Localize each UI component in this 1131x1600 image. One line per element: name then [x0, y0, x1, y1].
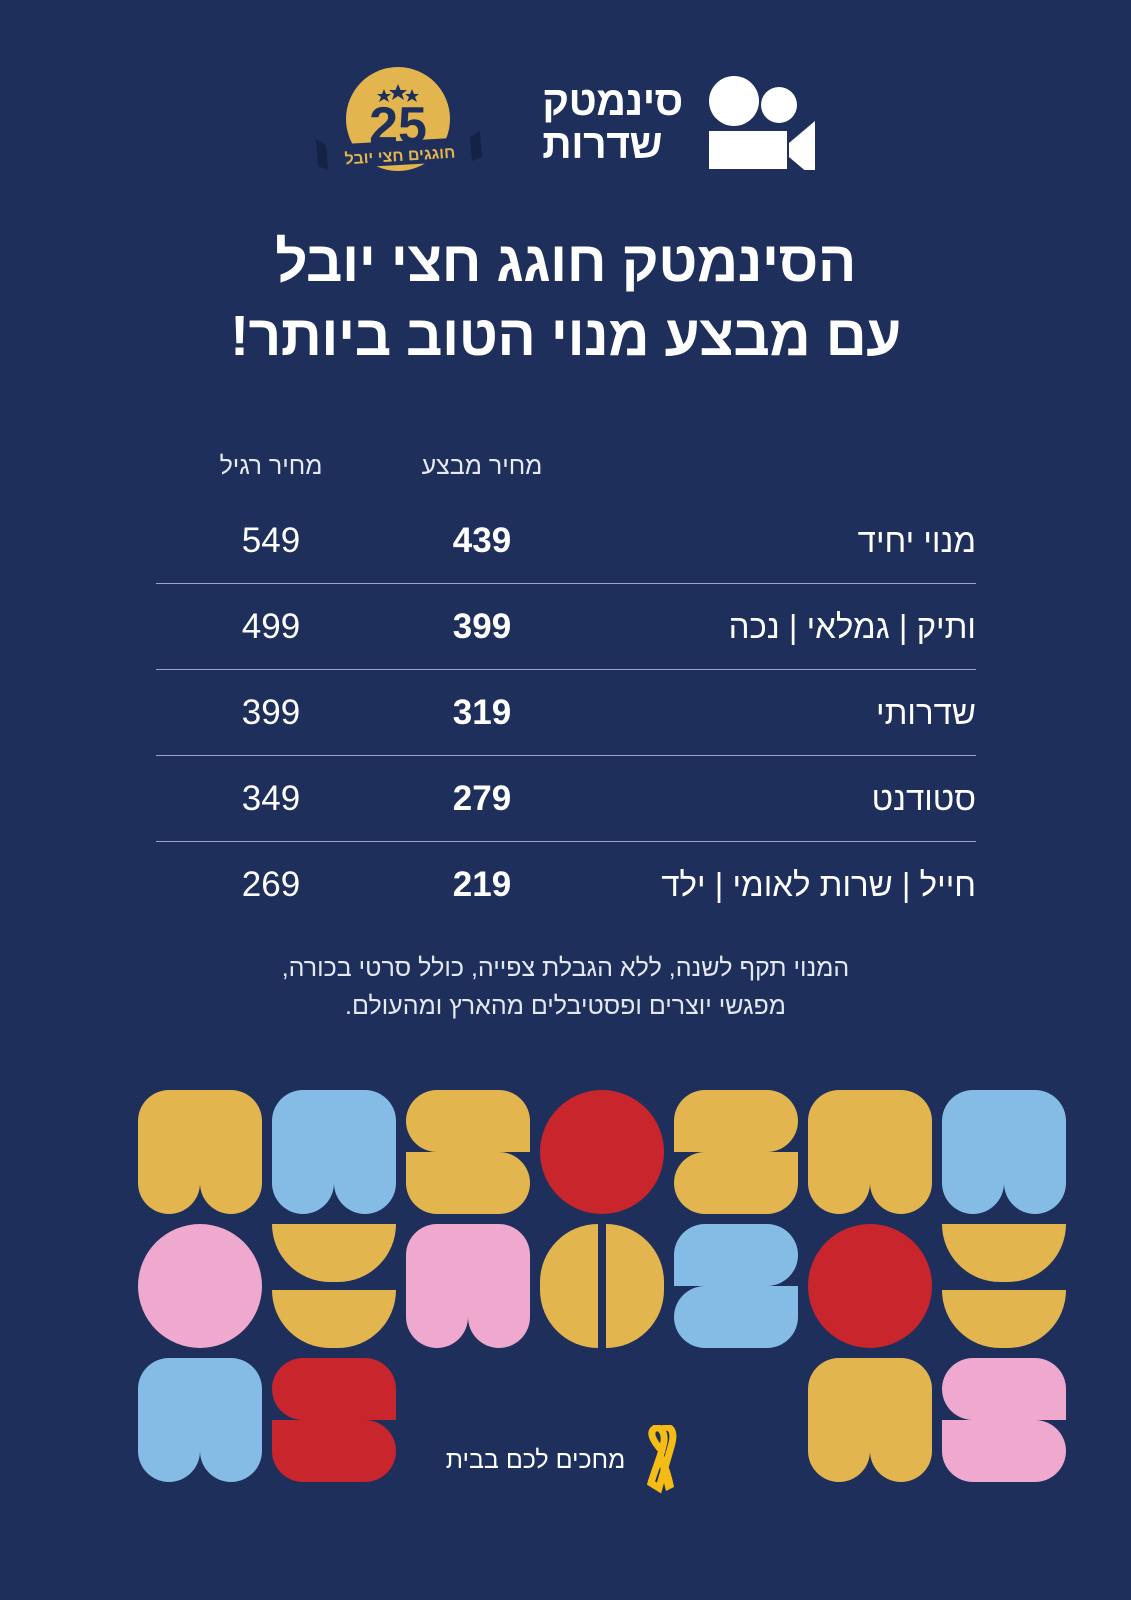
cell-sale-price: 319 — [452, 692, 512, 732]
anniversary-seal-25: 25 חוגגים חצי יובל — [312, 56, 484, 189]
pattern-shape-part — [942, 1420, 1066, 1482]
tagline: מחכים לכם בבית — [0, 1423, 1131, 1495]
cell-plan-name: מנוי יחיד — [857, 521, 976, 559]
logo-wordmark: סינמטק שדרות — [542, 77, 683, 167]
pattern-shape-part — [200, 1358, 262, 1482]
pattern-cell-tulip-up — [406, 1224, 530, 1348]
pattern-cell-tulip-up — [138, 1090, 262, 1214]
pattern-cell-tulip-up — [808, 1090, 932, 1214]
pattern-shape-part — [540, 1224, 598, 1348]
pattern-cell-tulip-up — [138, 1358, 262, 1482]
table-header-row: מחיר מבצע מחיר רגיל — [156, 452, 976, 498]
pattern-shape-part — [272, 1358, 396, 1420]
yellow-ribbon-icon — [639, 1423, 685, 1495]
cell-regular-price: 549 — [241, 520, 301, 560]
pattern-shape-part — [808, 1224, 932, 1348]
pattern-shape-part — [870, 1090, 932, 1214]
pattern-shape-part — [942, 1224, 1066, 1282]
pattern-shape-part — [272, 1090, 334, 1214]
pattern-shape-part — [272, 1224, 396, 1282]
pattern-shape-part — [406, 1224, 468, 1348]
pattern-cell-half-side — [540, 1224, 664, 1348]
pattern-shape-part — [468, 1224, 530, 1348]
pattern-cell-tulip-up — [942, 1090, 1066, 1214]
pattern-cell-circle — [540, 1090, 664, 1214]
pattern-cell-tulip-right — [406, 1090, 530, 1214]
table-row: סטודנט 279 349 — [156, 756, 976, 842]
pattern-shape-part — [406, 1152, 530, 1214]
page-title: הסינמטק חוגג חצי יובל עם מבצע מנוי הטוב … — [0, 225, 1131, 373]
cell-plan-name: חייל | שרות לאומי | ילד — [661, 865, 976, 903]
pattern-shape-part — [138, 1090, 200, 1214]
cell-sale-price: 279 — [452, 778, 512, 818]
subscription-note: המנוי תקף לשנה, ללא הגבלת צפייה, כולל סר… — [0, 950, 1131, 1025]
table-row: חייל | שרות לאומי | ילד 219 269 — [156, 842, 976, 927]
pattern-cell-tulip-right — [272, 1358, 396, 1482]
decorative-pattern — [66, 1090, 1066, 1540]
column-header-regular-price: מחיר רגיל — [219, 452, 323, 480]
pattern-shape-part — [138, 1224, 262, 1348]
pattern-shape-part — [942, 1090, 1004, 1214]
poster-header: 25 חוגגים חצי יובל סינמטק שדרות — [0, 55, 1131, 190]
pattern-shape-part — [272, 1290, 396, 1348]
cinematheque-logo: סינמטק שדרות — [542, 75, 818, 170]
pattern-shape-part — [138, 1358, 200, 1482]
pattern-cell-tulip-right — [942, 1358, 1066, 1482]
cell-plan-name: סטודנט — [871, 779, 976, 817]
pattern-cell-half-stack — [272, 1224, 396, 1348]
logo-line-2: שדרות — [542, 120, 663, 167]
cell-sale-price: 399 — [452, 606, 512, 646]
table-row: ותיק | גמלאי | נכה 399 499 — [156, 584, 976, 670]
pattern-cell-half-stack — [942, 1224, 1066, 1348]
pattern-row — [66, 1358, 1066, 1482]
pattern-cell-circle — [808, 1224, 932, 1348]
pattern-cell-tulip-left — [674, 1224, 798, 1348]
table-body: מנוי יחיד 439 549 ותיק | גמלאי | נכה 399 499 ש… — [156, 498, 976, 927]
pattern-row — [66, 1224, 1066, 1348]
pattern-cell-tulip-up — [808, 1358, 932, 1482]
price-table: מחיר מבצע מחיר רגיל מנוי יחיד 439 549 ותיק … — [156, 452, 976, 927]
pattern-cell-tulip-up — [272, 1090, 396, 1214]
pattern-shape-part — [674, 1090, 798, 1152]
pattern-shape-part — [942, 1358, 1066, 1420]
logo-line-1: סינמטק — [542, 77, 683, 124]
pattern-cell-tulip-left — [674, 1090, 798, 1214]
pattern-cell-circle — [138, 1224, 262, 1348]
column-header-sale-price: מחיר מבצע — [421, 452, 543, 480]
cell-sale-price: 219 — [452, 864, 512, 904]
pattern-row — [66, 1090, 1066, 1214]
table-row: מנוי יחיד 439 549 — [156, 498, 976, 584]
pattern-shape-part — [808, 1090, 870, 1214]
pattern-shape-part — [1004, 1090, 1066, 1214]
pattern-shape-part — [942, 1290, 1066, 1348]
cell-regular-price: 499 — [241, 606, 301, 646]
pattern-shape-part — [606, 1224, 664, 1348]
pattern-shape-part — [200, 1090, 262, 1214]
title-line-1: הסינמטק חוגג חצי יובל — [275, 230, 856, 294]
pattern-shape-part — [334, 1090, 396, 1214]
movie-camera-icon — [701, 75, 819, 170]
tagline-text: מחכים לכם בבית — [445, 1445, 626, 1474]
cell-regular-price: 399 — [241, 692, 301, 732]
cell-regular-price: 269 — [241, 864, 301, 904]
pattern-shape-part — [540, 1090, 664, 1214]
cell-plan-name: שדרותי — [876, 693, 976, 731]
pattern-shape-part — [808, 1358, 870, 1482]
pattern-shape-part — [674, 1152, 798, 1214]
pattern-shape-part — [674, 1286, 798, 1348]
pattern-shape-part — [406, 1090, 530, 1152]
note-line-2: מפגשי יוצרים ופסטיבלים מהארץ ומהעולם. — [345, 991, 786, 1020]
title-line-2: עם מבצע מנוי הטוב ביותר! — [230, 304, 901, 369]
table-row: שדרותי 319 399 — [156, 670, 976, 756]
pattern-shape-part — [674, 1224, 798, 1286]
cell-plan-name: ותיק | גמלאי | נכה — [728, 607, 976, 645]
cell-sale-price: 439 — [452, 520, 512, 560]
cell-regular-price: 349 — [241, 778, 301, 818]
pattern-shape-part — [870, 1358, 932, 1482]
note-line-1: המנוי תקף לשנה, ללא הגבלת צפייה, כולל סר… — [281, 954, 850, 982]
pattern-shape-part — [272, 1420, 396, 1482]
